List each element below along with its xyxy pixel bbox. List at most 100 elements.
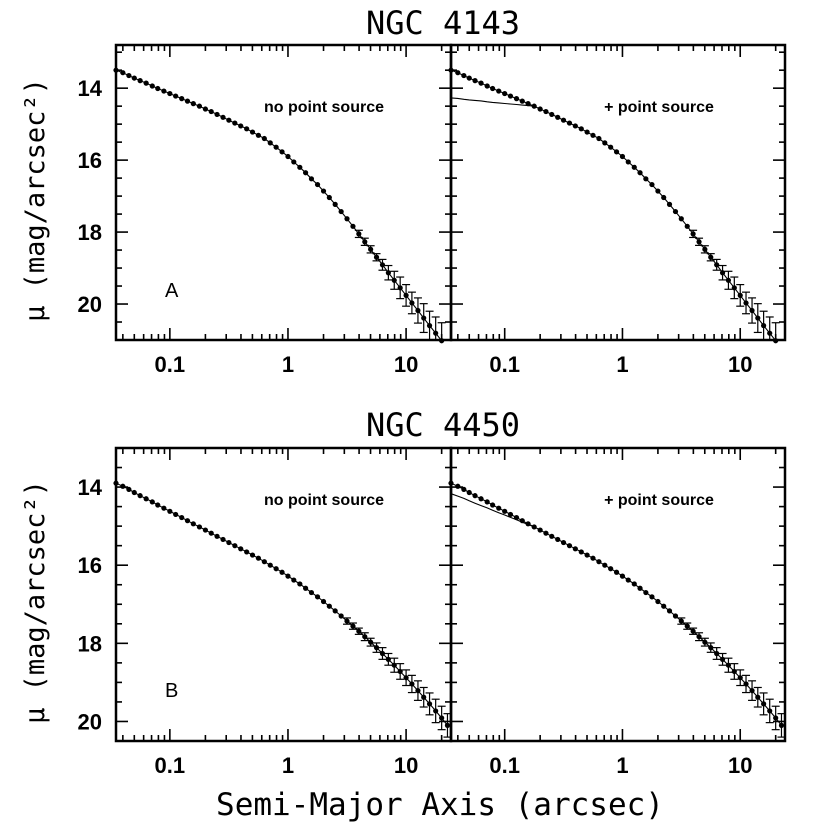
data-point	[625, 159, 631, 165]
data-point	[261, 559, 267, 565]
data-point	[426, 701, 433, 707]
data-point	[455, 70, 461, 76]
data-point	[439, 338, 445, 344]
data-point	[214, 111, 220, 118]
data-point	[344, 216, 350, 222]
data-point	[708, 645, 714, 651]
data-point	[362, 634, 368, 640]
data-point	[714, 650, 720, 657]
data-point	[338, 613, 344, 619]
data-point	[403, 292, 409, 298]
data-point	[368, 246, 374, 252]
data-point	[126, 486, 132, 493]
data-point	[696, 239, 702, 245]
data-point	[448, 480, 454, 486]
y-axis-label-top: μ (mag/arcsec²)	[20, 78, 51, 322]
data-point	[666, 608, 673, 614]
data-point	[455, 483, 461, 489]
data-point	[543, 108, 549, 115]
y-tick-label: 18	[78, 631, 102, 656]
data-point	[690, 628, 696, 634]
data-point	[202, 527, 209, 533]
data-point	[190, 521, 196, 527]
data-point	[238, 123, 244, 129]
data-point	[379, 650, 386, 657]
data-point	[525, 521, 531, 527]
data-point	[332, 201, 338, 207]
data-point	[415, 688, 421, 694]
data-point	[332, 608, 338, 614]
data-point	[409, 300, 415, 306]
data-point	[350, 623, 356, 629]
data-point	[702, 639, 708, 645]
data-point	[543, 530, 549, 536]
data-point	[184, 98, 191, 104]
data-point	[279, 569, 285, 575]
data-point	[502, 90, 508, 97]
data-point	[549, 111, 555, 118]
data-point	[421, 315, 427, 321]
data-point	[484, 499, 490, 505]
data-point	[397, 285, 403, 291]
data-point	[220, 536, 226, 543]
data-point	[297, 164, 303, 170]
data-point	[755, 315, 761, 321]
data-point	[285, 573, 291, 579]
data-point	[273, 144, 279, 150]
data-point	[537, 527, 543, 533]
data-point	[731, 285, 737, 291]
data-point	[560, 117, 567, 123]
data-point	[555, 536, 561, 543]
data-point	[507, 93, 514, 99]
data-point	[767, 708, 773, 714]
data-point	[391, 662, 397, 668]
data-point	[415, 307, 421, 314]
data-point	[637, 585, 643, 591]
data-point	[690, 231, 696, 237]
data-point	[731, 668, 737, 675]
data-point	[356, 231, 362, 237]
data-point	[672, 613, 679, 619]
data-point	[773, 715, 779, 721]
data-point	[478, 80, 484, 86]
data-point	[761, 323, 767, 329]
data-point	[344, 618, 350, 624]
data-point	[714, 262, 720, 268]
data-point	[285, 153, 291, 160]
x-tick-label: 1	[282, 352, 294, 377]
data-point	[596, 559, 602, 565]
data-point	[385, 656, 391, 662]
data-point	[255, 132, 262, 138]
data-point	[655, 598, 661, 605]
x-tick-label: 0.1	[489, 352, 520, 377]
panel-letter-a: A	[165, 280, 179, 302]
data-point	[161, 505, 167, 511]
data-point	[478, 496, 484, 502]
data-point	[484, 83, 490, 89]
y-tick-label: 16	[78, 553, 102, 578]
data-point	[439, 715, 445, 721]
data-point	[326, 603, 332, 609]
data-point	[131, 75, 137, 81]
data-point	[702, 246, 708, 252]
data-point	[531, 524, 537, 530]
data-point	[244, 549, 250, 555]
data-point	[566, 120, 573, 126]
data-point	[137, 493, 143, 499]
annotation-panel-3: + point source	[604, 492, 714, 509]
data-point	[661, 603, 667, 609]
x-tick-label: 0.1	[155, 753, 186, 778]
data-point	[302, 170, 309, 176]
data-point	[131, 489, 137, 496]
data-point	[113, 67, 119, 73]
data-point	[602, 140, 608, 146]
data-point	[608, 144, 614, 150]
data-point	[472, 78, 478, 84]
annotation-panel-1: + point source	[604, 99, 714, 116]
data-point	[448, 67, 454, 73]
data-point	[267, 562, 273, 568]
data-point	[302, 585, 309, 591]
data-point	[649, 181, 655, 188]
data-point	[590, 132, 596, 138]
